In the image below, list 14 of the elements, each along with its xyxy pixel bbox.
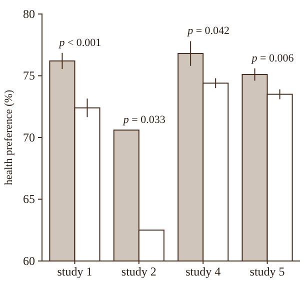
annotation: p = 0.006 <box>250 52 294 64</box>
y-tick-label: 80 <box>23 6 35 21</box>
y-tick-label: 75 <box>23 68 35 83</box>
y-tick-label: 65 <box>23 192 35 206</box>
y-tick-label: 70 <box>23 130 35 144</box>
y-tick-label: 60 <box>23 254 35 268</box>
x-tick-label: study 1 <box>57 264 92 279</box>
x-tick-label: study 4 <box>186 264 221 279</box>
annotation: p = 0.033 <box>122 114 166 126</box>
x-tick-label: study 5 <box>250 264 285 279</box>
annotation: p = 0.042 <box>186 25 230 38</box>
annotation: p < 0.001 <box>58 36 102 49</box>
x-tick-label: study 2 <box>121 264 156 279</box>
y-axis-title: health preference (%) <box>3 90 15 186</box>
